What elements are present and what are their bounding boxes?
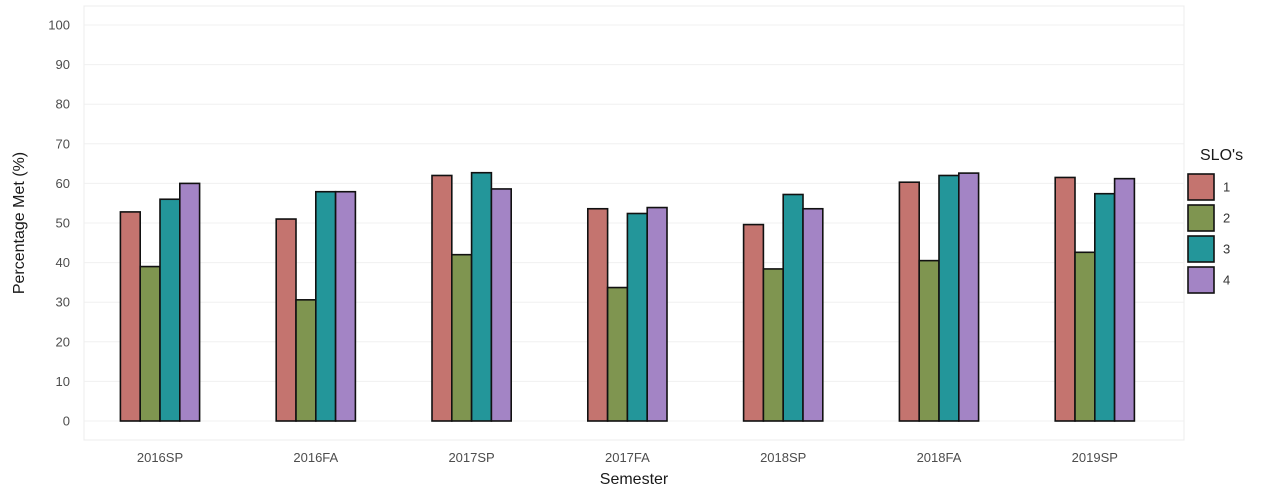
bar-2018FA-slo-4 [957, 172, 980, 422]
x-tick-label: 2017FA [605, 450, 650, 465]
bar-2018FA-slo-3 [938, 174, 960, 422]
bar-2017SP-slo-2 [450, 253, 473, 422]
bar-2016FA-slo-3 [314, 190, 337, 422]
y-tick-label: 40 [56, 255, 70, 270]
y-tick-label: 80 [56, 97, 70, 112]
bar-2016SP-slo-2 [139, 265, 161, 422]
bar-2018FA-slo-1 [898, 181, 921, 422]
bar-2017FA-slo-1 [586, 207, 609, 422]
bar-2018SP-slo-2 [762, 268, 785, 422]
bar-2018SP-slo-3 [782, 193, 804, 422]
legend-label-3: 3 [1223, 242, 1230, 257]
y-tick-label: 10 [56, 374, 70, 389]
x-tick-label: 2017SP [448, 450, 494, 465]
legend-key-2 [1187, 204, 1215, 232]
bar-2019SP-slo-3 [1094, 192, 1116, 422]
bar-2017SP-slo-3 [470, 171, 493, 422]
x-tick-label: 2016FA [293, 450, 338, 465]
bar-2016SP-slo-3 [159, 198, 181, 422]
y-tick-label: 30 [56, 295, 70, 310]
y-axis-title: Percentage Met (%) [11, 152, 28, 294]
legend: SLO's 1 2 3 4 [1187, 147, 1243, 294]
legend-key-1 [1187, 173, 1215, 201]
bar-2016SP-slo-4 [179, 182, 201, 422]
legend-key-3 [1187, 235, 1215, 263]
y-tick-label: 60 [56, 176, 70, 191]
x-tick-labels: 2016SP 2016FA 2017SP 2017FA 2018SP 2018FA 2019… [137, 450, 1118, 465]
bar-2019SP-slo-1 [1054, 176, 1076, 422]
bar-2017FA-slo-2 [606, 286, 629, 422]
bar-2019SP-slo-2 [1074, 251, 1096, 422]
bar-2016SP-slo-1 [119, 211, 142, 422]
bar-2016FA-slo-2 [295, 299, 317, 422]
y-tick-label: 50 [56, 216, 70, 231]
y-tick-label: 90 [56, 57, 70, 72]
bar-2018SP-slo-1 [742, 223, 765, 422]
x-tick-label: 2018FA [917, 450, 962, 465]
bar-2017FA-slo-4 [646, 206, 668, 422]
bar-2018SP-slo-4 [802, 207, 824, 422]
bar-2017FA-slo-3 [626, 212, 649, 422]
x-tick-label: 2018SP [760, 450, 806, 465]
bar-2016FA-slo-4 [334, 190, 357, 422]
legend-label-1: 1 [1223, 180, 1230, 195]
bar-2017SP-slo-4 [490, 188, 512, 422]
y-tick-labels: 0 10 20 30 40 50 60 70 80 90 100 [48, 18, 70, 429]
legend-label-4: 4 [1223, 273, 1230, 288]
y-tick-label: 0 [63, 414, 70, 429]
x-axis-title: Semester [600, 471, 669, 488]
y-tick-label: 20 [56, 334, 70, 349]
legend-label-2: 2 [1223, 211, 1230, 226]
bar-2018FA-slo-2 [918, 259, 940, 422]
bars-layer [119, 171, 1136, 422]
x-tick-label: 2016SP [137, 450, 183, 465]
legend-key-4 [1187, 266, 1215, 294]
bar-2019SP-slo-4 [1113, 177, 1136, 422]
y-tick-label: 70 [56, 136, 70, 151]
x-tick-label: 2019SP [1072, 450, 1118, 465]
legend-title: SLO's [1200, 147, 1243, 164]
y-tick-label: 100 [48, 18, 70, 33]
bar-2016FA-slo-1 [275, 218, 297, 422]
bar-2017SP-slo-1 [431, 174, 453, 422]
